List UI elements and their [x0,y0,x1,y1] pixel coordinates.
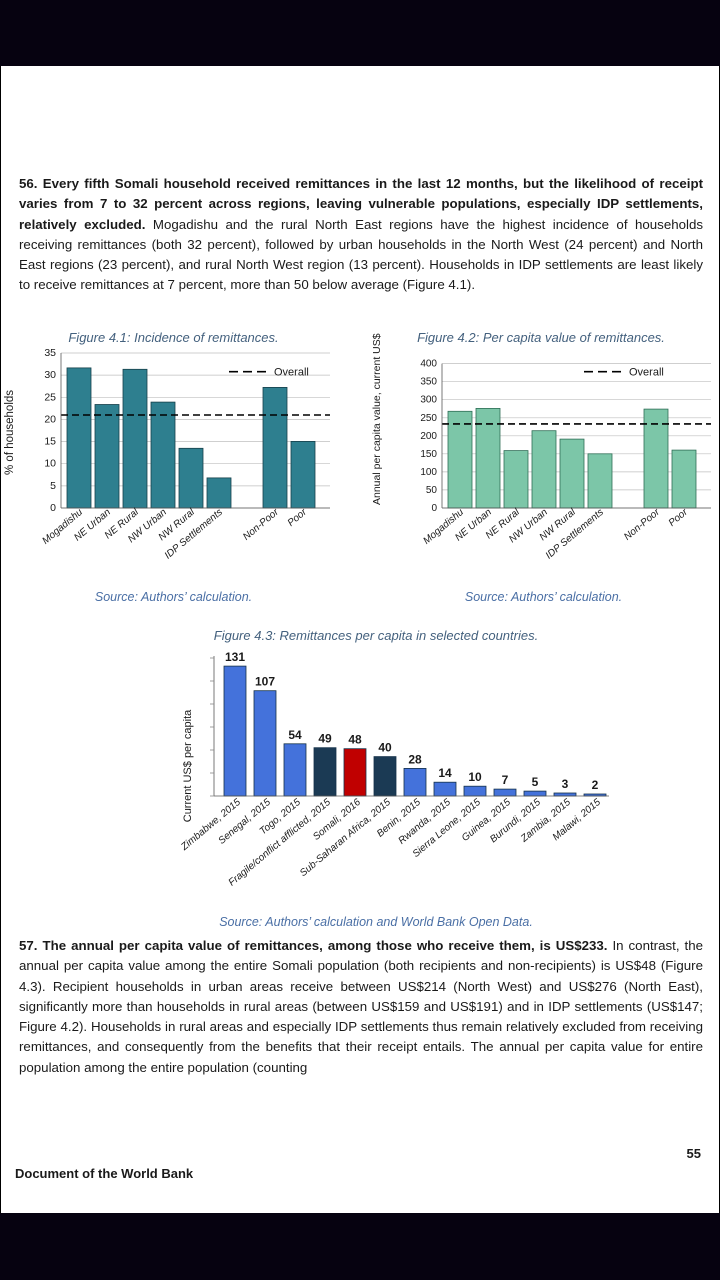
svg-text:300: 300 [420,395,437,406]
svg-text:% of households: % of households [4,390,16,475]
svg-text:10: 10 [468,770,482,784]
svg-text:150: 150 [420,449,437,460]
svg-text:10: 10 [44,458,56,470]
svg-text:Senegal, 2015: Senegal, 2015 [216,797,273,847]
svg-text:0: 0 [431,503,437,514]
svg-text:Poor: Poor [667,506,691,528]
svg-text:30: 30 [44,369,56,381]
svg-text:131: 131 [225,650,245,664]
svg-text:350: 350 [420,377,437,388]
svg-text:28: 28 [408,752,422,766]
svg-text:40: 40 [378,741,392,755]
svg-text:100: 100 [420,467,437,478]
svg-text:7: 7 [502,773,509,787]
svg-text:48: 48 [348,733,362,747]
svg-text:3: 3 [562,777,569,791]
svg-text:Overall: Overall [629,367,664,379]
svg-text:Poor: Poor [286,506,310,528]
svg-text:15: 15 [44,436,56,448]
svg-text:5: 5 [532,775,539,789]
svg-text:Overall: Overall [274,367,309,379]
svg-text:50: 50 [426,485,438,496]
svg-text:Non-Poor: Non-Poor [241,506,281,542]
svg-text:25: 25 [44,391,56,403]
svg-text:54: 54 [288,728,302,742]
svg-text:14: 14 [438,766,452,780]
svg-text:2: 2 [592,778,599,792]
svg-text:35: 35 [44,347,56,359]
svg-text:250: 250 [420,413,437,424]
svg-text:Non-Poor: Non-Poor [622,506,662,542]
svg-text:200: 200 [420,431,437,442]
svg-text:107: 107 [255,675,275,689]
svg-text:0: 0 [50,502,56,514]
svg-text:400: 400 [420,359,437,370]
svg-text:20: 20 [44,413,56,425]
svg-text:Current US$ per capita: Current US$ per capita [182,709,194,822]
svg-text:5: 5 [50,480,56,492]
svg-text:Annual per capita value, curre: Annual per capita value, current US$ [371,333,383,505]
svg-text:49: 49 [318,732,332,746]
